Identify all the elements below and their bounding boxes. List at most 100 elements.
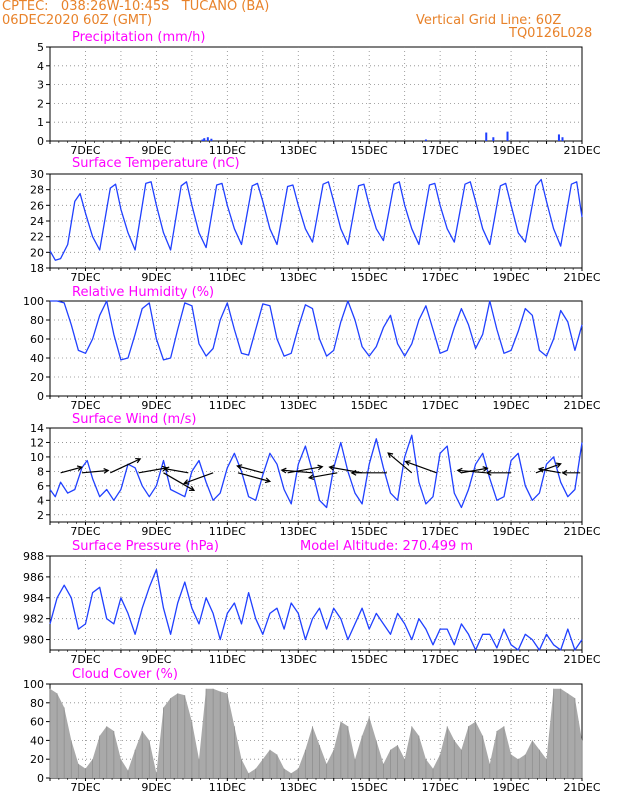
wind-vector — [138, 467, 167, 474]
panel-title: Surface Temperature (nC) — [72, 156, 240, 171]
y-tick-label: 982 — [23, 613, 44, 626]
precip-bar — [424, 139, 427, 141]
header-date: 06DEC2020 60Z (GMT) — [2, 13, 153, 28]
series-line — [49, 178, 583, 261]
x-tick-label: 9DEC — [141, 399, 171, 412]
y-tick-label: 5 — [37, 41, 44, 54]
x-tick-label: 9DEC — [141, 144, 171, 157]
cloud-cover-area — [50, 688, 582, 778]
panel-title: Cloud Cover (%) — [72, 667, 178, 682]
x-tick-label: 11DEC — [209, 144, 246, 157]
wind-vector-head — [183, 479, 190, 485]
header-station: CPTEC: 038:26W-10:45S TUCANO (BA) — [2, 0, 270, 14]
x-tick-label: 17DEC — [422, 271, 459, 284]
x-tick-label: 21DEC — [563, 653, 600, 666]
wind-vector-head — [264, 477, 272, 484]
header-model-id: TQ0126L028 — [509, 26, 593, 41]
x-tick-label: 11DEC — [209, 653, 246, 666]
wind-vector-head — [555, 462, 562, 468]
wind-vector-head — [456, 467, 463, 474]
wind-vector — [538, 468, 561, 474]
wind-vector — [287, 466, 323, 474]
y-tick-label: 22 — [30, 231, 44, 244]
x-tick-label: 13DEC — [280, 144, 317, 157]
precip-bar — [557, 134, 560, 141]
x-tick-label: 19DEC — [493, 525, 530, 538]
y-tick-label: 4 — [37, 60, 44, 73]
y-tick-label: 26 — [30, 199, 44, 212]
x-tick-label: 11DEC — [209, 525, 246, 538]
wind-vector — [163, 472, 195, 491]
panel-title: Surface Wind (m/s) — [72, 412, 196, 427]
wind-vector-head — [163, 466, 170, 473]
y-tick-label: 60 — [30, 333, 44, 346]
x-tick-label: 13DEC — [280, 399, 317, 412]
y-tick-label: 0 — [37, 135, 44, 148]
x-tick-label: 17DEC — [422, 525, 459, 538]
x-tick-label: 21DEC — [563, 399, 600, 412]
x-tick-label: 13DEC — [280, 271, 317, 284]
precip-bar — [203, 138, 206, 141]
x-tick-label: 17DEC — [422, 653, 459, 666]
y-tick-label: 1 — [37, 116, 44, 129]
wind-vector-head — [76, 465, 84, 472]
y-tick-label: 60 — [30, 716, 44, 729]
panel-subtitle: Model Altitude: 270.499 m — [300, 539, 473, 554]
wind-vector-head — [307, 474, 315, 480]
y-tick-label: 0 — [37, 390, 44, 403]
wind-vector — [81, 469, 109, 474]
y-tick-label: 2 — [37, 509, 44, 522]
x-tick-label: 7DEC — [70, 271, 100, 284]
wind-vector — [457, 469, 487, 474]
x-tick-label: 21DEC — [563, 271, 600, 284]
y-tick-label: 980 — [23, 634, 44, 647]
y-tick-label: 20 — [30, 246, 44, 259]
panel-title: Surface Pressure (hPa) — [72, 539, 219, 554]
x-tick-label: 11DEC — [209, 399, 246, 412]
panel-title: Precipitation (mm/h) — [72, 30, 205, 45]
x-tick-label: 15DEC — [351, 399, 388, 412]
y-tick-label: 988 — [23, 550, 44, 563]
y-tick-label: 40 — [30, 352, 44, 365]
x-tick-label: 19DEC — [493, 399, 530, 412]
x-tick-label: 9DEC — [141, 781, 171, 794]
precip-bar — [506, 131, 509, 141]
x-tick-label: 7DEC — [70, 781, 100, 794]
x-tick-label: 13DEC — [280, 653, 317, 666]
wind-vector-head — [537, 466, 544, 473]
x-tick-label: 7DEC — [70, 653, 100, 666]
wind-vector-head — [404, 460, 411, 466]
x-tick-label: 15DEC — [351, 781, 388, 794]
x-tick-label: 15DEC — [351, 653, 388, 666]
wind-vector-head — [485, 469, 492, 476]
y-tick-label: 20 — [30, 371, 44, 384]
x-tick-label: 15DEC — [351, 271, 388, 284]
x-tick-label: 11DEC — [209, 271, 246, 284]
y-tick-label: 3 — [37, 79, 44, 92]
y-tick-label: 100 — [23, 678, 44, 691]
wind-vector — [387, 452, 413, 474]
y-tick-label: 986 — [23, 571, 44, 584]
y-tick-label: 30 — [30, 168, 44, 181]
y-tick-label: 28 — [30, 184, 44, 197]
x-tick-label: 21DEC — [563, 525, 600, 538]
wind-vector — [405, 460, 437, 474]
y-tick-label: 14 — [30, 422, 44, 435]
wind-vector — [535, 463, 561, 474]
series-line — [50, 300, 583, 361]
x-tick-label: 9DEC — [141, 271, 171, 284]
wind-vector — [60, 466, 83, 474]
wind-vector — [281, 469, 313, 474]
y-tick-label: 6 — [37, 480, 44, 493]
x-tick-label: 7DEC — [70, 525, 100, 538]
x-tick-label: 15DEC — [351, 144, 388, 157]
x-tick-label: 19DEC — [493, 144, 530, 157]
wind-vector — [309, 472, 338, 479]
y-tick-label: 8 — [37, 465, 44, 478]
x-tick-label: 9DEC — [141, 525, 171, 538]
x-tick-label: 7DEC — [70, 144, 100, 157]
wind-vector-head — [482, 466, 489, 472]
wind-vector — [461, 467, 488, 474]
x-tick-label: 19DEC — [493, 271, 530, 284]
